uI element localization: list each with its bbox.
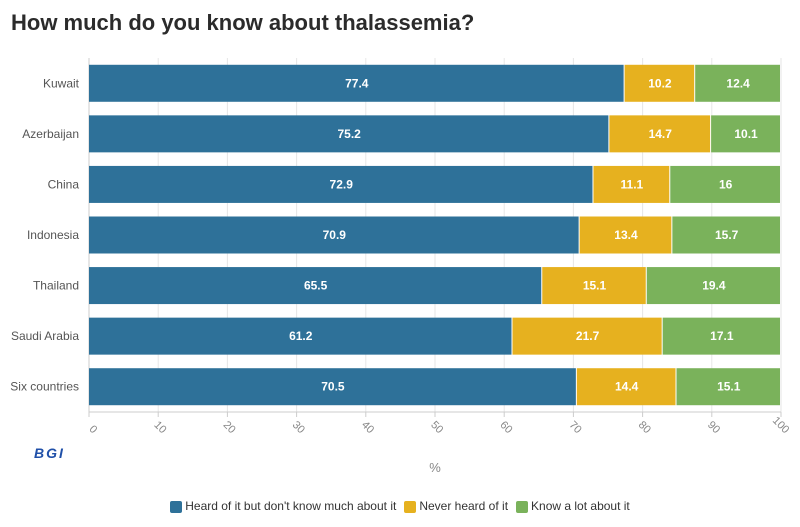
- bar-segment: [89, 317, 512, 355]
- bar-value-label: 75.2: [338, 127, 362, 141]
- category-label: Saudi Arabia: [11, 329, 79, 343]
- category-label: Azerbaijan: [22, 127, 79, 141]
- bar-value-label: 65.5: [304, 279, 328, 293]
- category-label: Six countries: [10, 380, 79, 394]
- bar-value-label: 10.2: [648, 76, 672, 90]
- legend-label: Know a lot about it: [531, 498, 630, 513]
- x-tick-label: 50: [428, 419, 445, 436]
- legend-item[interactable]: Heard of it but don't know much about it: [170, 499, 396, 513]
- bar-segment: [609, 115, 711, 153]
- x-tick-label: 90: [705, 419, 722, 436]
- bar-value-label: 19.4: [702, 279, 726, 293]
- legend: Heard of it but don't know much about it…: [0, 498, 800, 513]
- bar-value-label: 72.9: [330, 177, 354, 191]
- bar-segment: [89, 64, 624, 102]
- bar-value-label: 17.1: [710, 329, 734, 343]
- bar-value-label: 70.9: [323, 228, 347, 242]
- x-tick-label: 60: [497, 419, 514, 436]
- bar-segment: [646, 267, 780, 305]
- bar-segment: [512, 317, 662, 355]
- bar-value-label: 11.1: [621, 177, 644, 191]
- legend-swatch: [404, 500, 417, 513]
- x-tick-label: 20: [221, 419, 238, 436]
- bar-segment: [576, 368, 676, 406]
- bar-value-label: 61.2: [289, 329, 313, 343]
- legend-swatch: [516, 500, 529, 513]
- x-tick-label: 100: [770, 415, 791, 436]
- bar-value-label: 14.7: [649, 127, 673, 141]
- legend-item[interactable]: Never heard of it: [404, 499, 508, 513]
- legend-swatch: [170, 500, 183, 513]
- category-label: Kuwait: [43, 76, 80, 90]
- bar-value-label: 70.5: [321, 380, 345, 394]
- bar-segment: [624, 64, 695, 102]
- x-tick-label: 40: [359, 419, 376, 436]
- bar-segment: [662, 317, 780, 355]
- category-label: China: [48, 177, 80, 191]
- bar-segment: [672, 216, 780, 254]
- bar-segment: [676, 368, 780, 406]
- category-labels: Kuwait Azerbaijan China Indonesia Thailand Sa…: [10, 76, 79, 393]
- bar-value-label: 77.4: [345, 76, 369, 90]
- bar-value-label: 10.1: [734, 127, 758, 141]
- x-tick-label: 10: [151, 419, 168, 436]
- x-tick-label: 0: [87, 423, 100, 436]
- bars: 77.4 10.2 12.4 75.2 14.7 10.1 72.9 11.1 16 70.9 13…: [89, 64, 780, 406]
- bar-value-label: 13.4: [614, 228, 638, 242]
- bgi-logo: BGI: [34, 445, 65, 461]
- legend-label: Never heard of it: [419, 498, 509, 513]
- bar-segment: [89, 368, 576, 406]
- legend-item[interactable]: Know a lot about it: [516, 499, 630, 513]
- x-axis-title: %: [429, 460, 441, 475]
- bar-value-label: 16: [719, 177, 733, 191]
- bar-segment: [593, 165, 670, 203]
- category-label: Indonesia: [27, 228, 79, 242]
- bar-segment: [89, 165, 593, 203]
- x-tick-label: 80: [636, 419, 653, 436]
- x-tick-label: 30: [290, 419, 307, 436]
- bar-value-label: 21.7: [576, 329, 600, 343]
- bar-segment: [670, 165, 780, 203]
- bar-segment: [711, 115, 780, 153]
- bar-value-label: 15.1: [583, 279, 607, 293]
- bar-segment: [542, 267, 646, 305]
- bar-value-label: 12.4: [726, 76, 750, 90]
- x-tick-label: 70: [567, 419, 584, 436]
- bar-value-label: 15.1: [717, 380, 741, 394]
- category-label: Thailand: [33, 279, 79, 293]
- bar-segment: [579, 216, 672, 254]
- legend-label: Heard of it but don't know much about it: [185, 498, 397, 513]
- bar-segment: [695, 64, 780, 102]
- bar-segment: [89, 115, 609, 153]
- bar-value-label: 15.7: [715, 228, 739, 242]
- bar-segment: [89, 267, 542, 305]
- chart-title: How much do you know about thalassemia?: [11, 10, 475, 35]
- bar-value-label: 14.4: [615, 380, 639, 394]
- x-axis-ticks: 0 10 20 30 40 50 60 70 80 90 100: [87, 412, 791, 436]
- bar-segment: [89, 216, 579, 254]
